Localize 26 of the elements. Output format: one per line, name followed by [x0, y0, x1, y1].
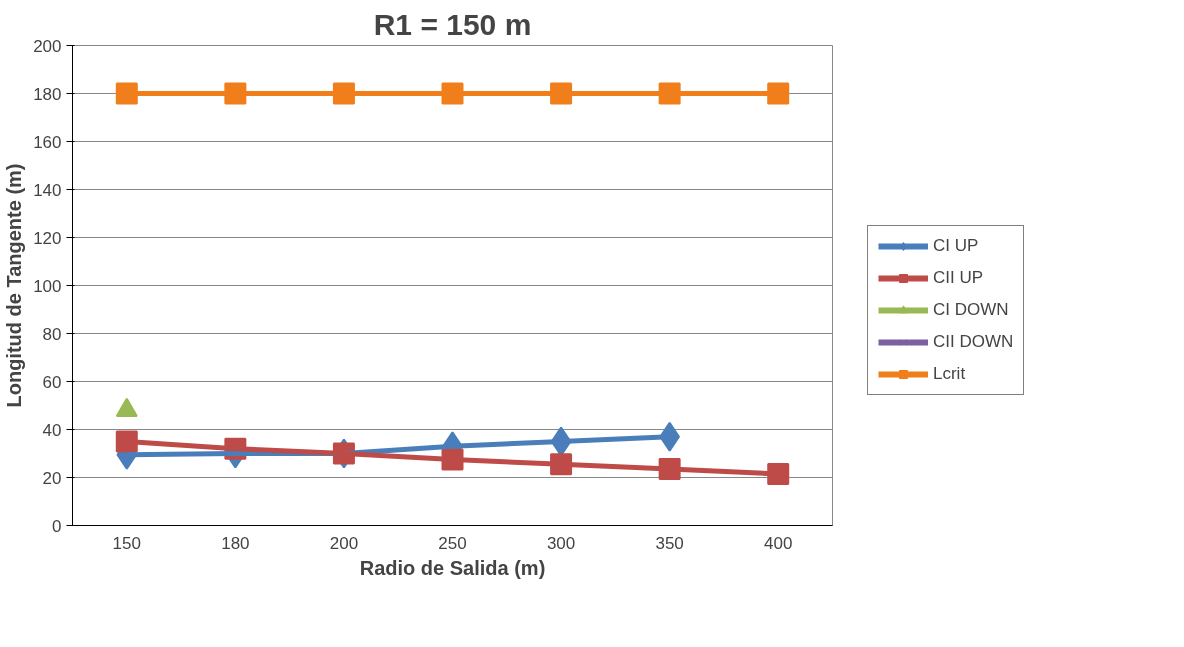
- y-axis-title: Longitud de Tangente (m): [3, 163, 26, 408]
- y-tick-label: 100: [33, 276, 62, 296]
- y-tick-label: 80: [42, 324, 62, 344]
- x-tick-label: 150: [112, 533, 141, 553]
- y-tick-label: 20: [42, 468, 62, 488]
- legend-label: CII DOWN: [933, 331, 1014, 352]
- legend-label: CI DOWN: [933, 299, 1009, 320]
- legend-label: Lcrit: [933, 363, 966, 384]
- y-tick-label: 120: [33, 228, 62, 248]
- x-tick-label: 300: [546, 533, 576, 553]
- y-tick-label: 60: [42, 372, 62, 392]
- x-tick-label: 200: [329, 533, 359, 553]
- x-tick-label: 180: [221, 533, 250, 553]
- x-tick-label: 250: [438, 533, 467, 553]
- legend-label: CI UP: [933, 235, 979, 256]
- x-axis-title: Radio de Salida (m): [359, 556, 546, 579]
- y-tick-label: 0: [52, 516, 62, 536]
- x-tick-label: 350: [655, 533, 684, 553]
- x-tick-label: 400: [764, 533, 793, 553]
- chart-title: R1 = 150 m: [373, 7, 532, 41]
- legend-label: CII UP: [933, 267, 984, 288]
- y-tick-label: 180: [33, 84, 62, 104]
- y-tick-label: 200: [33, 36, 62, 56]
- y-tick-label: 40: [42, 420, 62, 440]
- y-tick-label: 140: [33, 180, 62, 200]
- y-tick-label: 160: [33, 132, 62, 152]
